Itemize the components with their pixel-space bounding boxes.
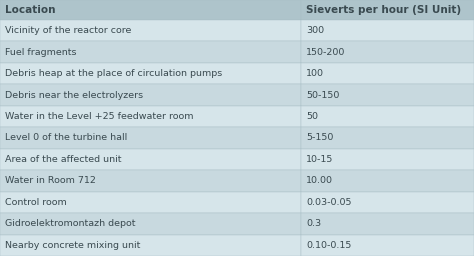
Bar	[0, 20, 301, 41]
Bar	[301, 41, 474, 63]
Text: Control room: Control room	[5, 198, 67, 207]
Bar	[301, 63, 474, 84]
Text: Water in Room 712: Water in Room 712	[5, 176, 96, 185]
Bar	[0, 106, 301, 127]
Text: Area of the affected unit: Area of the affected unit	[5, 155, 121, 164]
Text: Fuel fragments: Fuel fragments	[5, 48, 76, 57]
Text: Debris heap at the place of circulation pumps: Debris heap at the place of circulation …	[5, 69, 222, 78]
Bar	[0, 170, 301, 192]
Text: 0.03-0.05: 0.03-0.05	[306, 198, 352, 207]
Bar	[301, 127, 474, 149]
Text: 10.00: 10.00	[306, 176, 333, 185]
Text: Nearby concrete mixing unit: Nearby concrete mixing unit	[5, 241, 140, 250]
Bar	[301, 234, 474, 256]
Bar	[0, 0, 301, 20]
Bar	[301, 149, 474, 170]
Bar	[0, 149, 301, 170]
Bar	[301, 20, 474, 41]
Text: Level 0 of the turbine hall: Level 0 of the turbine hall	[5, 133, 127, 143]
Bar	[0, 63, 301, 84]
Text: 0.3: 0.3	[306, 219, 321, 228]
Text: 50-150: 50-150	[306, 91, 339, 100]
Bar	[0, 192, 301, 213]
Text: Gidroelektromontazh depot: Gidroelektromontazh depot	[5, 219, 136, 228]
Bar	[0, 84, 301, 106]
Bar	[301, 106, 474, 127]
Text: 5-150: 5-150	[306, 133, 333, 143]
Bar	[301, 84, 474, 106]
Text: 300: 300	[306, 26, 324, 35]
Bar	[301, 0, 474, 20]
Text: 50: 50	[306, 112, 318, 121]
Text: 0.10-0.15: 0.10-0.15	[306, 241, 351, 250]
Text: 150-200: 150-200	[306, 48, 346, 57]
Text: Sieverts per hour (SI Unit): Sieverts per hour (SI Unit)	[306, 5, 461, 15]
Bar	[0, 127, 301, 149]
Bar	[0, 234, 301, 256]
Bar	[0, 213, 301, 234]
Text: 10-15: 10-15	[306, 155, 333, 164]
Bar	[0, 41, 301, 63]
Text: Vicinity of the reactor core: Vicinity of the reactor core	[5, 26, 131, 35]
Bar	[301, 192, 474, 213]
Bar	[301, 170, 474, 192]
Text: Debris near the electrolyzers: Debris near the electrolyzers	[5, 91, 143, 100]
Text: 100: 100	[306, 69, 324, 78]
Bar	[301, 213, 474, 234]
Text: Location: Location	[5, 5, 55, 15]
Text: Water in the Level +25 feedwater room: Water in the Level +25 feedwater room	[5, 112, 193, 121]
